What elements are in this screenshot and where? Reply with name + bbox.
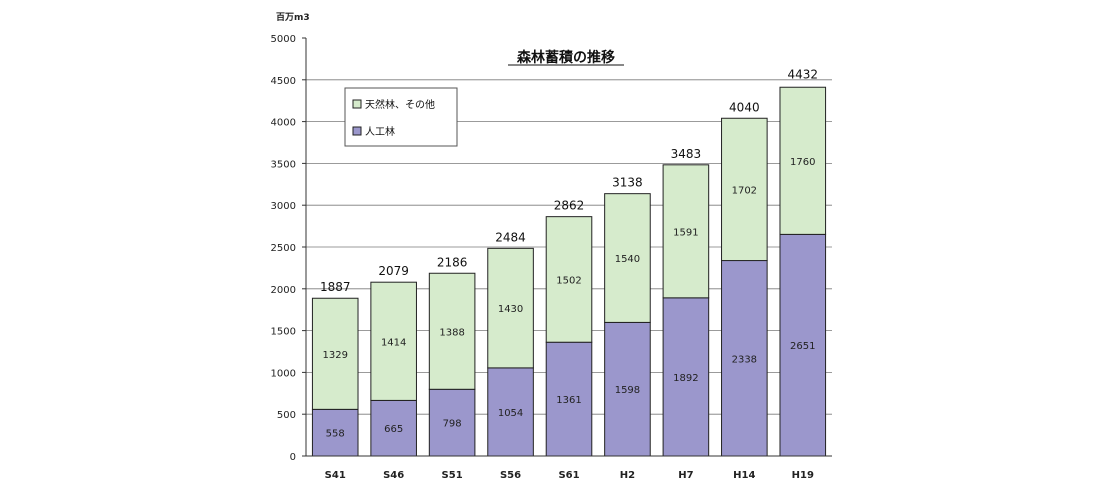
bar-total-H14: 4040: [729, 100, 760, 114]
legend-swatch-planted: [352, 126, 362, 136]
bar-label-natural-H7: 1591: [673, 227, 698, 238]
bar-natural-S61: [545, 216, 593, 343]
legend-box: [344, 87, 458, 147]
bar-label-planted-S56: 1054: [498, 408, 523, 419]
bar-label-natural-H19: 1760: [790, 157, 815, 168]
x-tick-label-H7: H7: [678, 470, 693, 481]
bar-total-H2: 3138: [612, 176, 643, 190]
bar-total-S56: 2484: [495, 230, 526, 244]
bar-label-planted-S51: 798: [443, 419, 462, 430]
bar-label-natural-H14: 1702: [732, 185, 757, 196]
y-tick-label-1000: 1000: [271, 368, 296, 379]
legend-label-natural: 天然林、その他: [365, 98, 435, 111]
bar-total-H7: 3483: [671, 147, 702, 161]
bar-planted-S61: [545, 341, 593, 457]
chart-title: 森林蓄積の推移: [517, 49, 615, 66]
bar-label-natural-S51: 1388: [439, 327, 464, 338]
x-tick-label-S41: S41: [325, 470, 346, 481]
bar-label-natural-S56: 1430: [498, 304, 523, 315]
x-tick-label-S46: S46: [383, 470, 404, 481]
bar-label-natural-S61: 1502: [556, 275, 581, 286]
x-tick-label-H19: H19: [792, 470, 814, 481]
legend-swatch-natural: [352, 99, 362, 109]
bar-total-S51: 2186: [437, 255, 468, 269]
bar-planted-H14: [721, 260, 768, 457]
y-tick-label-2000: 2000: [271, 285, 296, 296]
bar-planted-H7: [662, 297, 710, 457]
bar-natural-H19: [779, 86, 827, 235]
bar-natural-S51: [428, 272, 476, 390]
x-tick-label-S51: S51: [442, 470, 463, 481]
x-tick-label-H14: H14: [733, 470, 755, 481]
bars: 558 1329 1887 665 1414 2079 798 1388 2186 1054 143…: [311, 67, 827, 457]
bar-planted-S51: [428, 388, 476, 457]
bar-natural-S56: [487, 247, 534, 369]
y-tick-label-0: 0: [290, 452, 296, 463]
bar-total-H19: 4432: [788, 67, 819, 81]
bar-label-natural-S46: 1414: [381, 337, 406, 348]
bar-label-planted-S61: 1361: [556, 395, 581, 406]
bar-planted-H19: [779, 233, 827, 457]
y-tick-label-3500: 3500: [271, 159, 296, 170]
y-tick-label-1500: 1500: [271, 327, 296, 338]
legend-label-planted: 人工林: [365, 125, 395, 138]
bar-label-planted-H14: 2338: [732, 354, 757, 365]
x-tick-label-H2: H2: [620, 470, 635, 481]
bar-total-S61: 2862: [554, 199, 585, 213]
y-axis-unit-label: 百万m3: [276, 12, 310, 23]
y-tick-label-2500: 2500: [271, 243, 296, 254]
bar-label-planted-H2: 1598: [615, 385, 640, 396]
bar-natural-S41: [311, 297, 359, 410]
bar-label-natural-H2: 1540: [615, 254, 640, 265]
x-tick-label-S61: S61: [558, 470, 579, 481]
bar-natural-H2: [604, 193, 651, 323]
axes: 0 500 1000 1500 2000 2500 3000 3500 4000 4500 5000…: [271, 34, 832, 481]
bar-natural-S46: [370, 281, 417, 401]
x-tick-label-S56: S56: [500, 470, 521, 481]
y-tick-label-4500: 4500: [271, 76, 296, 87]
bar-label-planted-S41: 558: [326, 429, 345, 440]
bar-label-planted-H19: 2651: [790, 341, 815, 352]
legend: 天然林、その他 人工林: [344, 87, 458, 147]
bar-label-planted-S46: 665: [384, 424, 403, 435]
y-tick-label-4000: 4000: [271, 118, 296, 129]
bar-total-S46: 2079: [378, 264, 409, 278]
bar-label-natural-S41: 1329: [322, 350, 347, 361]
bar-planted-H2: [604, 321, 651, 457]
bar-natural-H7: [662, 164, 710, 299]
bar-natural-H14: [721, 117, 768, 262]
y-tick-label-500: 500: [277, 410, 296, 421]
bar-total-S41: 1887: [320, 280, 351, 294]
bar-label-planted-H7: 1892: [673, 373, 698, 384]
y-tick-label-3000: 3000: [271, 201, 296, 212]
y-tick-label-5000: 5000: [271, 34, 296, 45]
